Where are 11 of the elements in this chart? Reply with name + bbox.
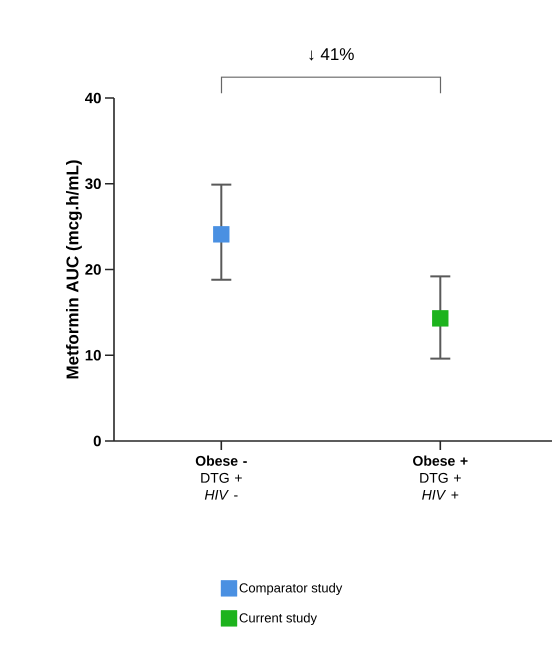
y-tick-label: 0 [94, 436, 101, 446]
x-tick-label: Obese - DTG + HIV - [196, 456, 247, 500]
legend-label: Comparator study [240, 582, 342, 596]
y-axis-title: Metformin AUC (mcg.h/mL) [66, 160, 82, 378]
legend-label: Current study [240, 612, 317, 626]
y-tick-label: 10 [86, 350, 101, 361]
text: ↓ 41% [309, 48, 354, 60]
x-tick-label: Obese + DTG + HIV + [413, 456, 468, 500]
y-tick-label: 40 [85, 92, 101, 104]
y-tick-label: 20 [85, 264, 101, 275]
y-tick-label: 30 [85, 178, 101, 190]
